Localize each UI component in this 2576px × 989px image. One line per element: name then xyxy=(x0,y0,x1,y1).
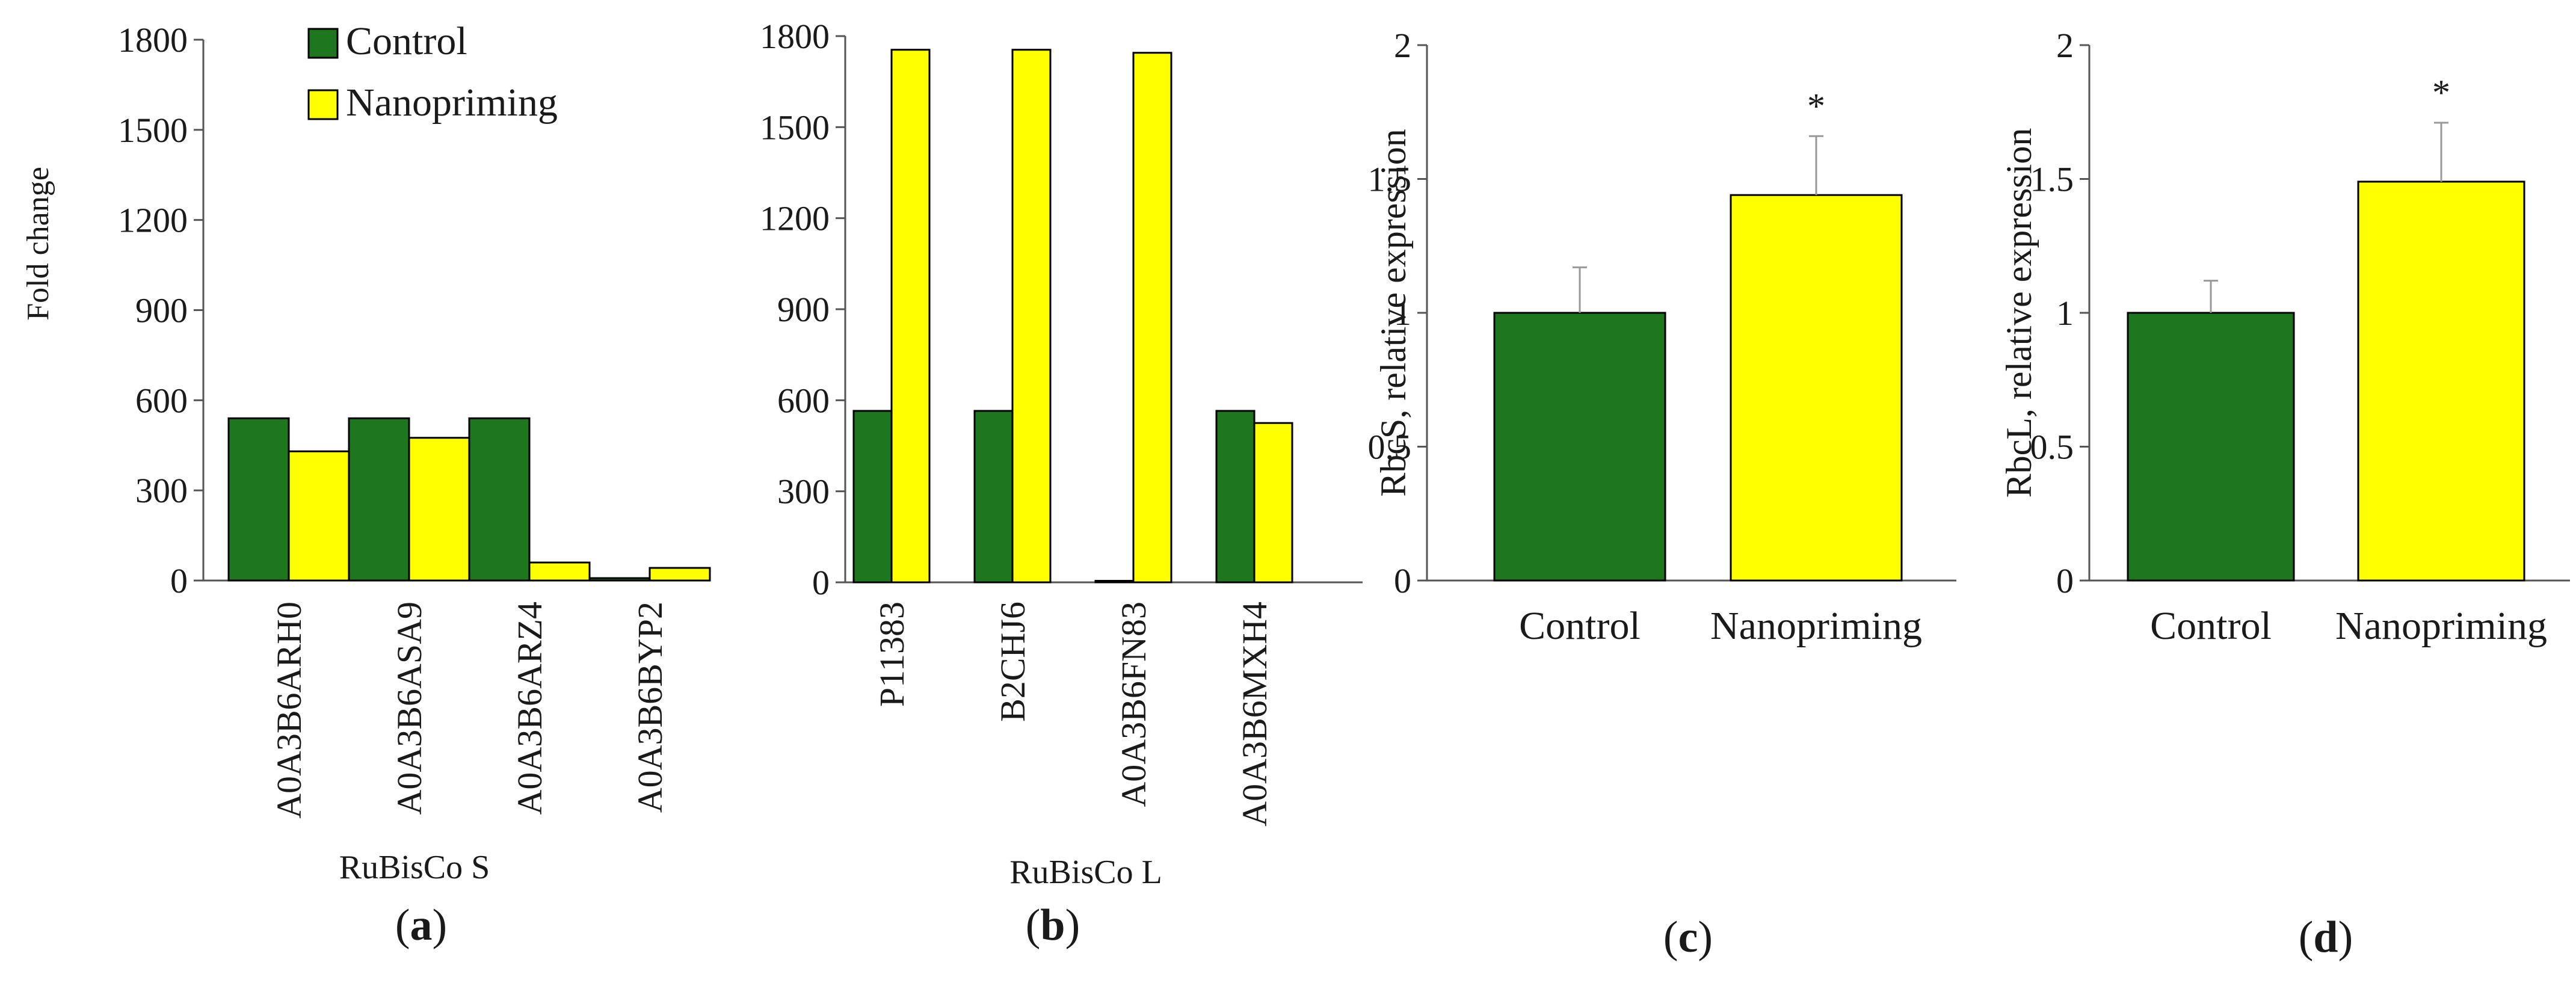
y-tick-label: 1800 xyxy=(118,20,188,60)
y-tick-label: 0 xyxy=(2056,561,2074,600)
category-label: B2CHJ6 xyxy=(993,602,1032,722)
category-label: A0A3B6FN83 xyxy=(1114,602,1153,807)
bar-control xyxy=(348,417,410,582)
panel-label-open: ( xyxy=(2299,913,2314,962)
y-axis-title: RbcS, relative expression xyxy=(1373,129,1413,497)
category-label: A0A3B6ARZ4 xyxy=(510,602,549,815)
y-tick-label: 1800 xyxy=(760,17,830,56)
panel-label-letter: c xyxy=(1678,913,1698,962)
bar-control xyxy=(1493,312,1666,582)
panel-label-letter: a xyxy=(410,901,433,950)
bar-nanopriming xyxy=(528,561,591,582)
y-tick-label: 900 xyxy=(135,291,188,330)
bar-control xyxy=(1094,579,1135,584)
y-tick-label: 0 xyxy=(1394,561,1411,600)
category-label: A0A3B6ARH0 xyxy=(270,602,309,819)
panel-label: (b) xyxy=(1026,901,1080,950)
bar-nanopriming xyxy=(408,437,470,582)
panel-label-close: ) xyxy=(1698,913,1713,962)
y-tick-label: 0.5 xyxy=(1368,428,1412,467)
category-label: A0A3B6BYP2 xyxy=(630,602,670,813)
legend-label: Control xyxy=(346,19,467,63)
bar-nanopriming xyxy=(2357,180,2525,582)
category-label: Control xyxy=(1519,604,1641,648)
category-label: A0A3B6MXH4 xyxy=(1235,602,1274,827)
category-label: Nanopriming xyxy=(1710,604,1922,648)
significance-marker: * xyxy=(2432,73,2450,112)
y-tick-label: 1500 xyxy=(760,108,830,147)
panel-label: (d) xyxy=(2299,913,2353,962)
bar-nanopriming xyxy=(288,450,350,582)
panel-label: (a) xyxy=(395,901,447,950)
panel-label-open: ( xyxy=(1026,901,1041,950)
panel-label-close: ) xyxy=(2338,913,2353,962)
chart-panel-b: 0 300 600 900 1200 1500 1800 P11383 B2CHJ6 A0A3B6… xyxy=(760,17,1363,950)
category-label: Control xyxy=(2150,604,2272,648)
y-tick-label: 1.5 xyxy=(1368,160,1412,199)
y-tick-label: 2 xyxy=(1394,26,1411,65)
y-tick-label: 0.5 xyxy=(2030,428,2074,467)
panel-label-open: ( xyxy=(395,901,410,950)
bar-nanopriming xyxy=(1253,422,1293,584)
chart-panel-d: 0 0.5 1 1.5 2 Control * Nanopriming RbcL, relati… xyxy=(1999,26,2570,962)
bar-control xyxy=(468,417,531,582)
chart-panel-a: 0 300 600 900 1200 1500 1800 A0A3B6ARH0 A0A3B6AS… xyxy=(21,20,711,950)
y-tick-label: 300 xyxy=(135,471,188,510)
bar-nanopriming xyxy=(1730,194,1903,582)
group-label: RuBisCo L xyxy=(1009,854,1162,891)
y-tick-label: 1 xyxy=(2056,294,2074,333)
y-tick-label: 0 xyxy=(170,561,188,600)
bar-control xyxy=(227,417,290,582)
panel-label: (c) xyxy=(1663,913,1713,962)
y-tick-label: 1200 xyxy=(760,199,830,238)
bar-nanopriming xyxy=(1011,49,1052,584)
panel-label-close: ) xyxy=(433,901,448,950)
bar-control xyxy=(588,577,651,582)
legend-swatch-nanopriming xyxy=(307,89,339,120)
y-tick-label: 300 xyxy=(777,472,830,511)
y-axis-title: RbcL, relative expression xyxy=(1999,128,2039,498)
legend-label: Nanopriming xyxy=(346,81,558,125)
y-tick-label: 1200 xyxy=(118,201,188,240)
bar-control xyxy=(1215,410,1256,584)
y-tick-label: 1 xyxy=(1394,294,1411,333)
y-tick-label: 1.5 xyxy=(2030,160,2074,199)
category-label: Nanopriming xyxy=(2335,604,2547,648)
y-tick-label: 1500 xyxy=(118,111,188,150)
y-tick-label: 2 xyxy=(2056,26,2074,65)
panel-label-open: ( xyxy=(1663,913,1678,962)
panel-label-close: ) xyxy=(1065,901,1080,950)
category-label: P11383 xyxy=(872,602,911,707)
significance-marker: * xyxy=(1807,86,1825,126)
y-tick-label: 900 xyxy=(777,290,830,329)
bar-control xyxy=(973,410,1014,584)
bar-nanopriming xyxy=(1132,52,1172,584)
y-tick-label: 600 xyxy=(135,381,188,420)
bar-nanopriming xyxy=(649,567,711,582)
chart-panel-c: 0 0.5 1 1.5 2 Control * Nanopriming RbcS, relati… xyxy=(1368,26,1956,962)
y-tick-label: 600 xyxy=(777,381,830,420)
y-tick-label: 0 xyxy=(812,563,830,602)
legend-swatch-control xyxy=(307,28,339,59)
y-axis-title: Fold change xyxy=(21,167,55,321)
category-label: A0A3B6ASA9 xyxy=(390,602,429,815)
group-label: RuBisCo S xyxy=(339,849,490,886)
bar-control xyxy=(2127,312,2295,582)
panel-label-letter: d xyxy=(2313,913,2338,962)
bar-nanopriming xyxy=(890,49,931,584)
panel-label-letter: b xyxy=(1040,901,1065,950)
bar-control xyxy=(852,410,893,584)
legend: Control Nanopriming xyxy=(307,19,558,125)
